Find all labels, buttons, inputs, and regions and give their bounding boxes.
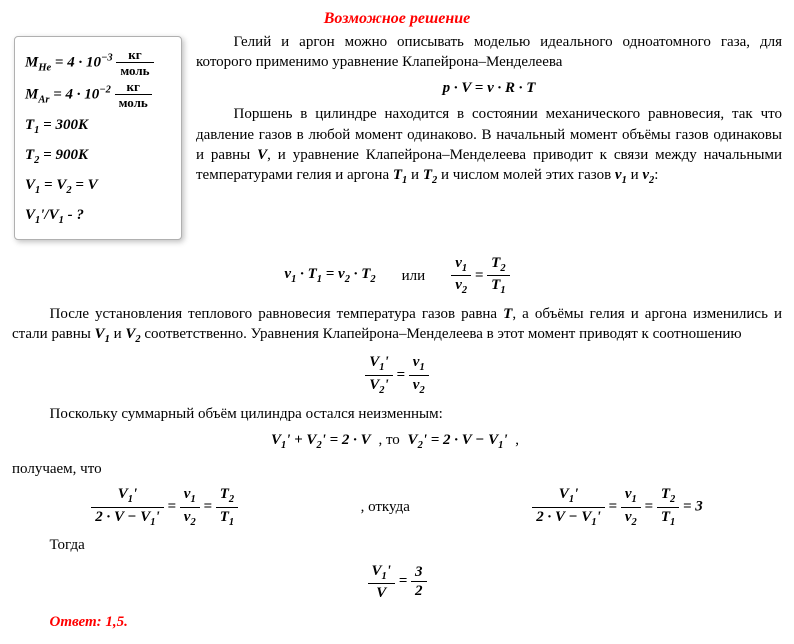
sym-V1: V1 <box>95 326 110 342</box>
sym-nu1: ν1 <box>615 167 627 183</box>
equation-solve: V1'2 · V − V1' = ν1ν2 = T2T1 , откуда V1… <box>32 485 762 529</box>
sym-T2: T2 <box>423 167 437 183</box>
eq-solve-left: V1'2 · V − V1' = ν1ν2 = T2T1 <box>91 485 238 529</box>
given-M-He: MHe = 4 · 10−3 кгмоль <box>25 47 171 79</box>
given-T2: T2 = 900K <box>25 141 171 171</box>
equation-final: V1'V = 32 <box>12 562 782 603</box>
para-2-f: : <box>654 167 658 183</box>
sym-nu2: ν2 <box>642 167 654 183</box>
given-T1: T1 = 300K <box>25 111 171 141</box>
eq-eq3: = 3 <box>683 499 703 515</box>
given-question: V1'/V1 - ? <box>25 201 171 231</box>
para-2-c: и <box>407 167 423 183</box>
para-3-d: соответственно. Уравнения Клапейрона–Мен… <box>141 326 742 342</box>
solution-title: Возможное решение <box>12 8 782 30</box>
given-V: V1 = V2 = V <box>25 171 171 201</box>
para-2-e: и <box>627 167 643 183</box>
answer: Ответ: 1,5. <box>12 612 782 632</box>
para-3-a: После установления теплового равновесия … <box>50 306 504 322</box>
para-2-d: и числом молей этих газов <box>437 167 615 183</box>
para-5: получаем, что <box>12 459 782 479</box>
eq-from: , откуда <box>357 497 414 517</box>
para-3-c: и <box>110 326 126 342</box>
para-6: Тогда <box>12 535 782 555</box>
eq-to: , то <box>374 432 403 448</box>
given-M-Ar: MAr = 4 · 10−2 кгмоль <box>25 79 171 111</box>
sym-V2: V2 <box>125 326 140 342</box>
given-box: MHe = 4 · 10−3 кгмоль MAr = 4 · 10−2 кгм… <box>14 36 182 240</box>
sym-T: T <box>503 306 512 322</box>
eq-nuT-left: ν1 · T1 = ν2 · T2 <box>284 264 375 287</box>
para-3: После установления теплового равновесия … <box>12 304 782 347</box>
eq-vsum-b: V2' = 2 · V − V1' <box>408 432 508 448</box>
eq-or: или <box>398 266 430 286</box>
sym-V: V <box>257 147 267 163</box>
content: MHe = 4 · 10−3 кгмоль MAr = 4 · 10−2 кгм… <box>12 32 782 633</box>
equation-Vprime-ratio: V1'V2' = ν1ν2 <box>12 353 782 397</box>
para-4: Поскольку суммарный объём цилиндра остал… <box>12 404 782 424</box>
sym-T1: T1 <box>393 167 407 183</box>
eq-comma: , <box>511 432 523 448</box>
equation-nu-T: ν1 · T1 = ν2 · T2 или ν1ν2 = T2T1 <box>12 254 782 298</box>
eq-nu-ratio: ν1ν2 = T2T1 <box>451 254 509 298</box>
equation-volume-sum: V1' + V2' = 2 · V , то V2' = 2 · V − V1'… <box>12 430 782 453</box>
eq-vsum-a: V1' + V2' = 2 · V <box>271 432 371 448</box>
eq-solve-right: V1'2 · V − V1' = ν1ν2 = T2T1 = 3 <box>532 485 703 529</box>
